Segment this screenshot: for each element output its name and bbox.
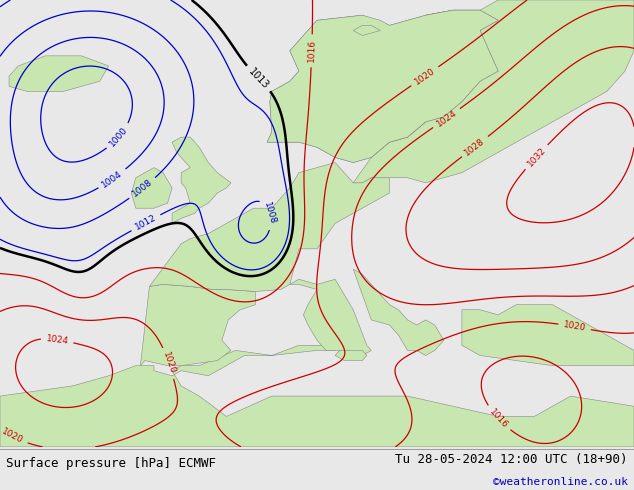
Text: 1016: 1016 — [488, 407, 510, 430]
Text: Tu 28-05-2024 12:00 UTC (18+90): Tu 28-05-2024 12:00 UTC (18+90) — [395, 453, 628, 466]
Text: 1020: 1020 — [562, 320, 586, 333]
Polygon shape — [290, 279, 372, 355]
Text: 1008: 1008 — [131, 178, 154, 199]
Polygon shape — [353, 269, 444, 355]
Polygon shape — [335, 350, 367, 361]
Polygon shape — [267, 0, 634, 183]
Text: 1004: 1004 — [100, 169, 124, 189]
Text: Surface pressure [hPa] ECMWF: Surface pressure [hPa] ECMWF — [6, 457, 216, 470]
Text: 1024: 1024 — [46, 334, 69, 345]
Text: 1008: 1008 — [262, 201, 277, 226]
Polygon shape — [353, 25, 380, 36]
Text: 1028: 1028 — [463, 136, 487, 157]
Text: 1012: 1012 — [134, 213, 158, 232]
Text: 1020: 1020 — [413, 66, 437, 86]
Text: 1000: 1000 — [108, 125, 130, 148]
Polygon shape — [150, 163, 389, 292]
Polygon shape — [462, 305, 634, 366]
Text: 1032: 1032 — [526, 146, 547, 169]
Text: 1016: 1016 — [307, 39, 316, 62]
Text: 1024: 1024 — [435, 108, 458, 128]
Text: 1013: 1013 — [247, 66, 271, 91]
Polygon shape — [0, 345, 634, 447]
Text: 1020: 1020 — [161, 351, 177, 375]
Text: ©weatheronline.co.uk: ©weatheronline.co.uk — [493, 477, 628, 487]
Polygon shape — [140, 284, 256, 366]
Polygon shape — [172, 137, 231, 223]
Text: 1020: 1020 — [0, 427, 25, 446]
Polygon shape — [267, 10, 498, 163]
Polygon shape — [131, 168, 172, 208]
Polygon shape — [9, 56, 108, 92]
